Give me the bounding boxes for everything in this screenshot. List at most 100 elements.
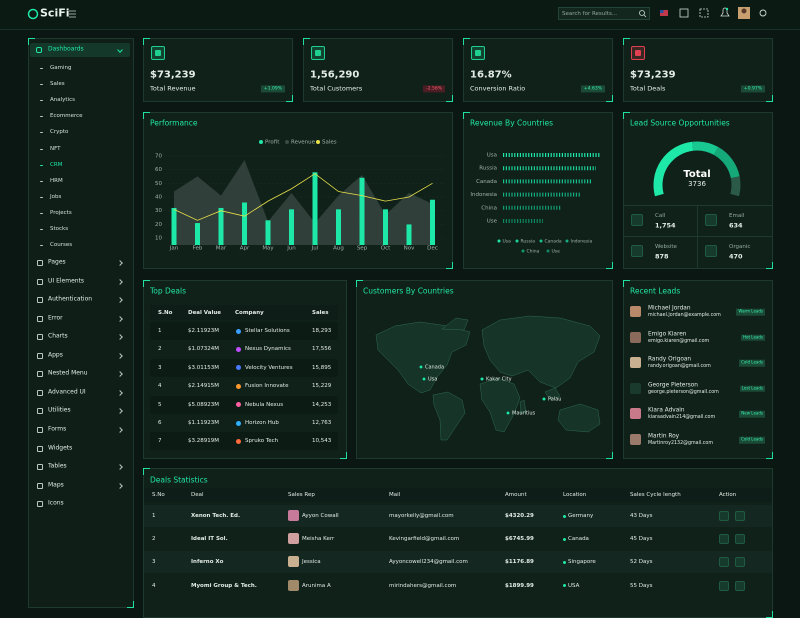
table-cell: Xenon Tech. Ed. (191, 512, 241, 519)
action-edit[interactable] (735, 511, 745, 521)
action-download[interactable] (719, 557, 729, 568)
company-logo (236, 402, 241, 408)
lead-email: george.pieterson@gmail.com (648, 390, 719, 396)
table-header: Deal Value (188, 309, 222, 316)
source-icon (705, 245, 717, 257)
stat-icon-glyph (315, 50, 321, 56)
menu-item[interactable]: Error (48, 314, 63, 322)
submenu-item[interactable]: Sales (50, 80, 65, 87)
location-dot (563, 560, 566, 564)
menu-item[interactable]: Nested Menu (48, 369, 88, 377)
menu-item[interactable]: Pages (48, 258, 66, 266)
menu-item[interactable]: Widgets (48, 444, 73, 452)
submenu-item[interactable]: Jobs (50, 193, 62, 200)
menu-icon (37, 334, 43, 341)
brand: SciFi (40, 6, 70, 20)
action-edit[interactable] (735, 534, 745, 545)
company-logo (236, 383, 241, 389)
menu-item[interactable]: Apps (48, 351, 63, 359)
menu-item[interactable]: Forms (48, 425, 67, 433)
menu-item[interactable]: Maps (48, 481, 64, 489)
action-download[interactable] (719, 511, 729, 521)
stat-change: +1.09% (260, 85, 285, 93)
table-cell: Germany (568, 512, 594, 519)
table-row-bg (150, 322, 338, 340)
action-download[interactable] (719, 580, 729, 591)
table-cell: 15,229 (312, 383, 332, 390)
source-label: Call (655, 212, 666, 219)
lead-avatar (630, 408, 641, 420)
lead-email: michael.jordan@example.com (648, 313, 721, 319)
menu-item[interactable]: Authentication (48, 295, 93, 303)
table-cell: 4 (152, 582, 156, 589)
submenu-dash (40, 100, 43, 102)
menu-item[interactable]: Tables (48, 462, 67, 470)
lead-source-card (623, 112, 773, 269)
active-menu-bg[interactable] (30, 43, 130, 57)
submenu-item[interactable]: Stocks (50, 225, 69, 232)
rep-avatar (288, 579, 299, 591)
submenu-dash (40, 229, 43, 230)
menu-icon (37, 464, 43, 471)
action-edit[interactable] (735, 580, 745, 591)
source-value: 470 (729, 252, 743, 261)
stat-label: Conversion Ratio (470, 84, 526, 93)
table-cell: 18,293 (312, 327, 332, 334)
search-placeholder: Search for Results... (562, 10, 618, 17)
rep-avatar (288, 510, 299, 521)
company-logo (236, 365, 241, 371)
menu-item[interactable]: Icons (48, 499, 64, 507)
table-row-bg (150, 432, 338, 451)
submenu-item[interactable]: Analytics (50, 97, 75, 104)
menu-item[interactable]: UI Elements (48, 277, 85, 285)
lead-avatar (630, 357, 641, 369)
submenu-item[interactable]: Gaming (50, 64, 72, 71)
lead-email: randy.origoan@gmail.com (648, 364, 711, 370)
table-cell: Jessica (302, 559, 321, 566)
submenu-item[interactable]: Courses (50, 241, 73, 248)
company-logo (236, 328, 241, 334)
submenu-item[interactable]: Projects (50, 209, 72, 216)
stat-label: Total Customers (310, 84, 363, 93)
header-bar (0, 0, 800, 30)
menu-item[interactable]: Utilities (48, 406, 71, 414)
table-cell: 55 Days (630, 582, 653, 589)
table-cell: Inferno Xo (191, 559, 224, 566)
lead-status: Cold Leads (739, 359, 765, 367)
submenu-item[interactable]: NFT (50, 145, 61, 152)
stat-label: Total Revenue (150, 84, 196, 93)
action-edit[interactable] (735, 557, 745, 568)
submenu-item[interactable]: CRM (50, 161, 63, 168)
table-cell: 15,895 (312, 364, 332, 371)
table-cell: mayorkelly@gmail.com (389, 512, 454, 519)
table-header: Mail (389, 491, 401, 498)
table-row-bg (150, 414, 338, 432)
table-header: Deal (191, 491, 204, 498)
lead-status: New Leads (739, 411, 765, 418)
table-cell: 2 (152, 536, 156, 543)
table-cell: Ayyoncowell234@gmail.com (389, 559, 468, 566)
submenu-item[interactable]: Crypto (50, 129, 69, 136)
company-logo (236, 346, 241, 352)
action-download[interactable] (719, 534, 729, 545)
table-cell: $1176.89 (505, 559, 534, 566)
table-cell: $2.11923M (188, 327, 219, 334)
source-label: Organic (729, 243, 751, 250)
stat-change: +0.97% (740, 85, 765, 93)
submenu-item[interactable]: Ecommerce (50, 113, 83, 120)
table-cell: Arunima A (302, 582, 331, 589)
card-title: Recent Leads (630, 286, 681, 296)
table-cell: $4320.29 (505, 512, 534, 519)
search-box[interactable] (558, 7, 650, 20)
lead-name: Kiara Advain (648, 408, 685, 415)
menu-item[interactable]: Advanced UI (48, 388, 86, 396)
table-header: Amount (505, 491, 527, 498)
submenu-item[interactable]: HRM (50, 177, 63, 184)
table-cell: Ayyon Cowall (302, 512, 339, 519)
menu-item[interactable]: Charts (48, 332, 68, 340)
grid-line (623, 205, 773, 206)
table-cell: USA (568, 582, 580, 589)
table-cell: 1 (158, 327, 162, 334)
revenue-countries-card (463, 112, 613, 269)
